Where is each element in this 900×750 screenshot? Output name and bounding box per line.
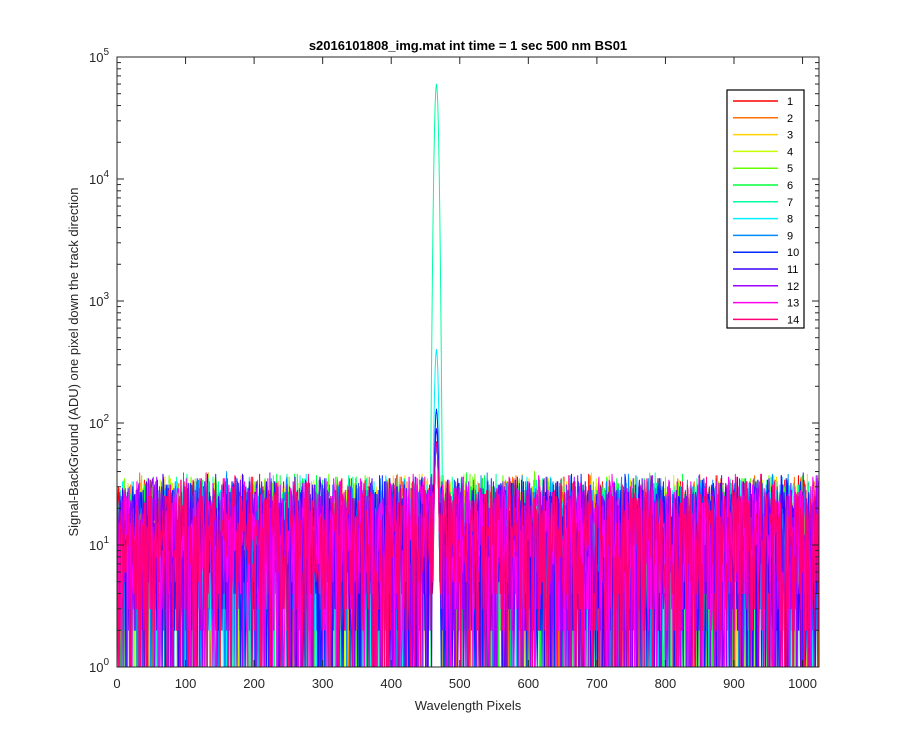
legend-label: 4 [787, 146, 793, 158]
y-tick-base: 10 [89, 50, 103, 65]
y-tick-exponent: 0 [103, 657, 109, 668]
x-tick-label: 200 [243, 676, 265, 691]
x-tick-label: 0 [113, 676, 120, 691]
axes-box [116, 56, 820, 668]
chart-title: s2016101808_img.mat int time = 1 sec 500… [309, 38, 627, 53]
legend-label: 14 [787, 314, 799, 326]
legend-label: 3 [787, 130, 793, 142]
legend-label: 13 [787, 298, 799, 310]
y-tick-label: 101 [89, 535, 109, 553]
legend-label: 7 [787, 197, 793, 209]
plot-area [116, 56, 820, 668]
series-line-14 [117, 441, 819, 667]
x-axis-label: Wavelength Pixels [415, 698, 522, 713]
y-tick-exponent: 1 [103, 535, 109, 546]
legend-label: 10 [787, 247, 799, 259]
y-tick-label: 104 [89, 169, 109, 187]
x-tick-label: 300 [312, 676, 334, 691]
y-tick-base: 10 [89, 294, 103, 309]
y-tick-exponent: 2 [103, 413, 109, 424]
y-tick-label: 105 [89, 47, 109, 65]
y-tick-base: 10 [89, 538, 103, 553]
x-tick-label: 400 [380, 676, 402, 691]
legend-label: 2 [787, 113, 793, 125]
legend-label: 9 [787, 230, 793, 242]
legend-box [726, 89, 805, 329]
y-axis-label: Signal-BackGround (ADU) one pixel down t… [66, 187, 81, 536]
y-tick-base: 10 [89, 172, 103, 187]
legend-label: 6 [787, 180, 793, 192]
y-tick-base: 10 [89, 660, 103, 675]
legend-label: 1 [787, 96, 793, 108]
y-tick-label: 103 [89, 291, 109, 309]
y-tick-exponent: 5 [103, 47, 109, 58]
x-tick-label: 700 [586, 676, 608, 691]
y-tick-label: 100 [89, 657, 109, 675]
series-layer [117, 83, 819, 667]
x-tick-label: 500 [449, 676, 471, 691]
x-tick-label: 900 [723, 676, 745, 691]
x-axis-ticks: 0 100 200 300 400 500 600 700 800 900 1000 [113, 57, 817, 691]
x-tick-label: 800 [655, 676, 677, 691]
legend-label: 11 [787, 264, 798, 276]
y-tick-label: 102 [89, 413, 109, 431]
legend-label: 12 [787, 281, 799, 293]
legend-label: 8 [787, 214, 793, 226]
y-tick-exponent: 4 [103, 169, 109, 180]
x-tick-label: 600 [517, 676, 539, 691]
y-tick-base: 10 [89, 416, 103, 431]
x-tick-label: 1000 [788, 676, 817, 691]
legend-label: 5 [787, 163, 793, 175]
x-tick-label: 100 [175, 676, 197, 691]
y-tick-exponent: 3 [103, 291, 109, 302]
